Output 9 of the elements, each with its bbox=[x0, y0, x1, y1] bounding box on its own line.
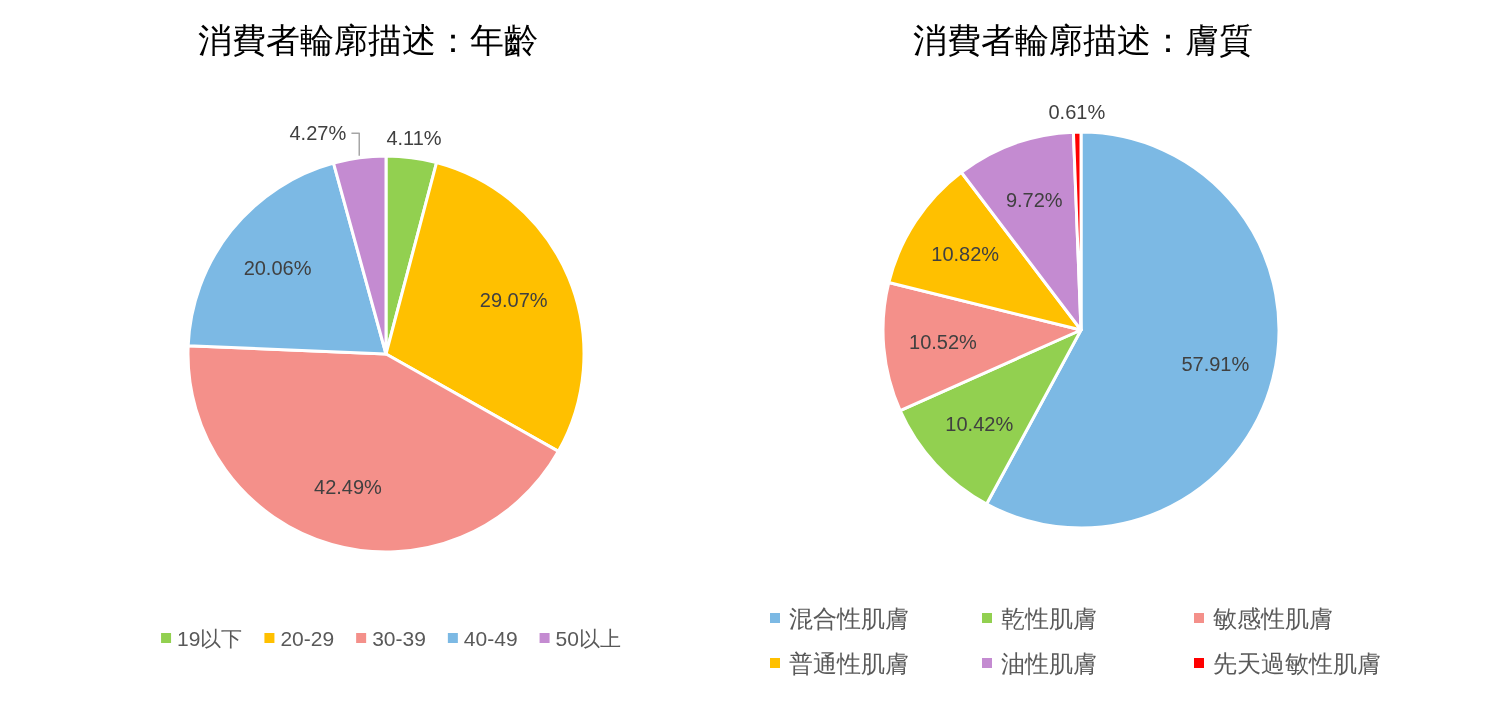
legend-label: 40-49 bbox=[463, 626, 518, 650]
title: 消費者輪廓描述：膚質 bbox=[913, 21, 1253, 59]
legend-label: 乾性肌膚 bbox=[1001, 604, 1097, 632]
title: 消費者輪廓描述：年齡 bbox=[198, 21, 538, 59]
legend-label: 19以下 bbox=[177, 626, 243, 650]
legend-label: 油性肌膚 bbox=[1001, 649, 1097, 677]
legend-label: 20-29 bbox=[280, 626, 335, 650]
legend-label: 30-39 bbox=[372, 626, 426, 650]
legend-label: 50以上 bbox=[555, 626, 621, 650]
